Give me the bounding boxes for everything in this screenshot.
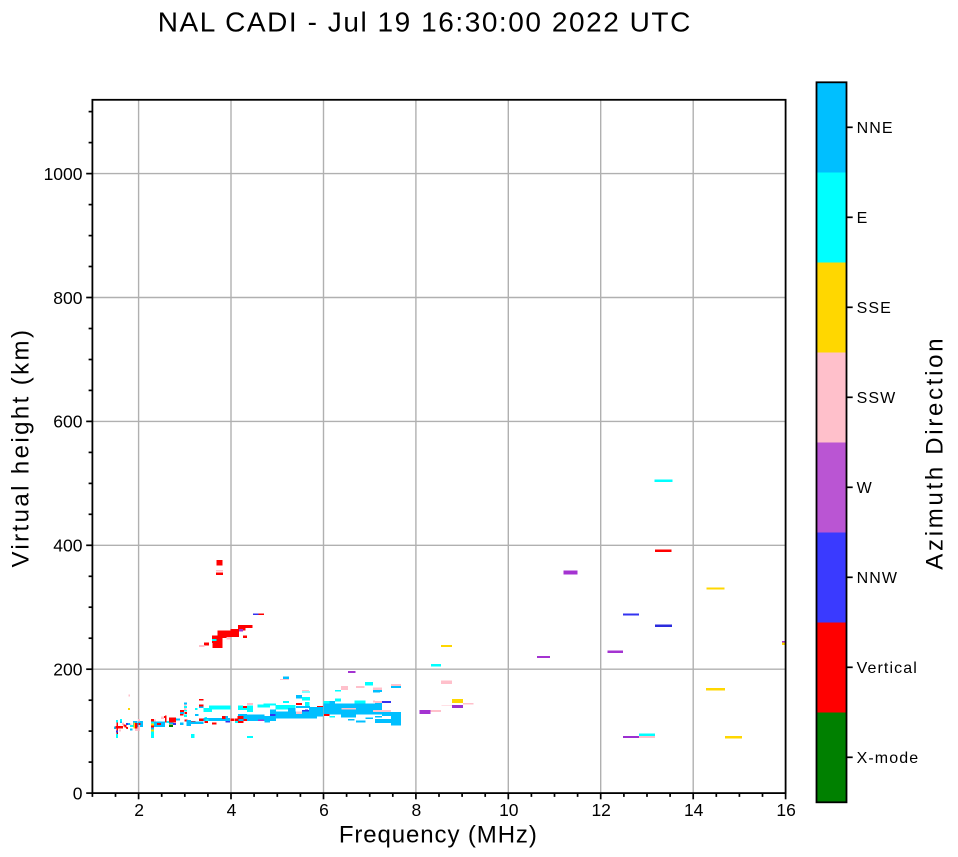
svg-text:E: E [857,210,869,227]
svg-text:16: 16 [776,800,795,820]
svg-text:Virtual height (km): Virtual height (km) [8,328,35,568]
svg-text:600: 600 [53,412,82,432]
svg-text:NNE: NNE [857,120,894,137]
svg-text:SSE: SSE [857,300,892,317]
svg-text:2: 2 [134,800,144,820]
svg-text:12: 12 [591,800,610,820]
svg-text:X-mode: X-mode [857,750,920,767]
svg-text:10: 10 [499,800,519,820]
svg-text:NAL CADI - Jul 19 16:30:00 202: NAL CADI - Jul 19 16:30:00 2022 UTC [158,7,692,38]
svg-text:14: 14 [684,800,704,820]
svg-text:4: 4 [227,800,237,820]
svg-text:800: 800 [53,288,82,308]
svg-text:NNW: NNW [857,570,899,587]
svg-text:400: 400 [53,536,82,556]
svg-text:8: 8 [412,800,422,820]
svg-text:SSW: SSW [857,390,897,407]
svg-text:200: 200 [53,660,82,680]
svg-text:6: 6 [319,800,329,820]
svg-text:0: 0 [73,783,83,803]
svg-text:W: W [857,480,873,497]
svg-text:1000: 1000 [44,164,83,184]
svg-text:Frequency (MHz): Frequency (MHz) [339,822,538,849]
svg-text:Azimuth Direction: Azimuth Direction [922,336,949,570]
svg-text:Vertical: Vertical [857,660,918,677]
